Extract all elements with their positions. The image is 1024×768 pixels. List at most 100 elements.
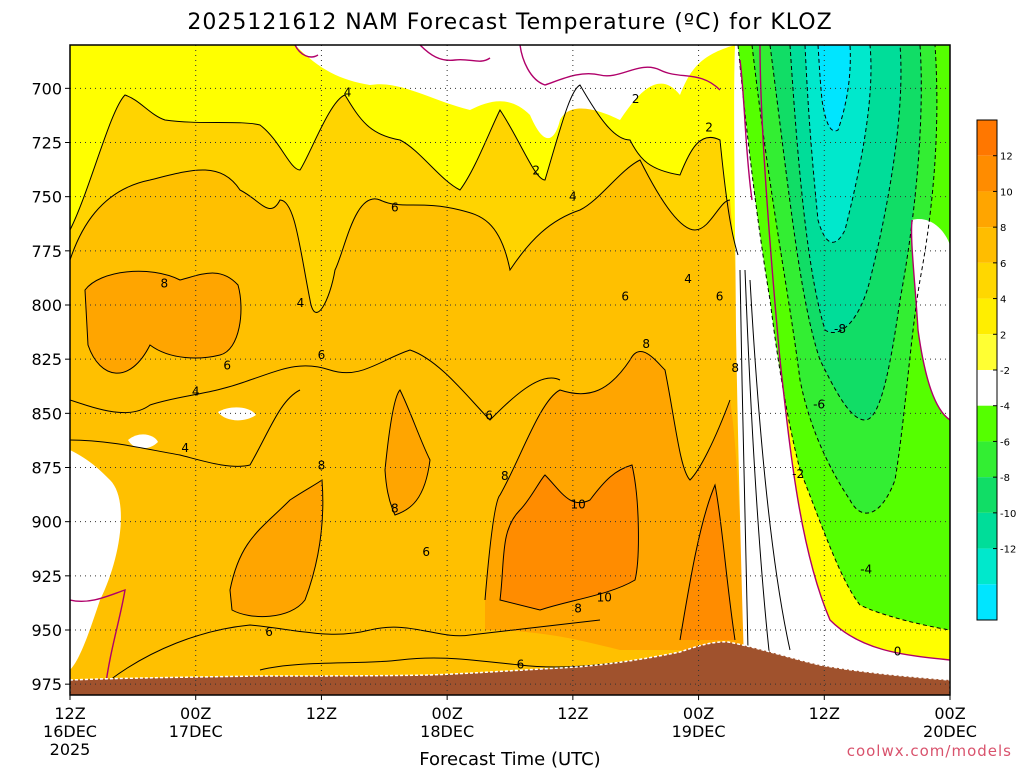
x-tick-label: 00Z [683, 704, 714, 723]
white-patch-right [911, 219, 950, 420]
colorbar-swatch [977, 298, 997, 335]
colorbar-swatch [977, 477, 997, 513]
colorbar-swatch [977, 441, 997, 478]
colorbar-swatch [977, 512, 997, 549]
contour-label: 6 [621, 289, 629, 303]
x-tick-label: 00Z [934, 704, 965, 723]
colorbar-swatch [977, 405, 997, 442]
y-tick-label: 850 [31, 404, 62, 423]
white-band-front [734, 45, 950, 695]
warm-region-10 [500, 465, 639, 610]
y-tick-label: 750 [31, 188, 62, 207]
colorbar-label: 2 [1000, 330, 1006, 341]
x-tick-year: 2025 [50, 740, 91, 759]
y-tick-label: 775 [31, 242, 62, 261]
y-tick-label: 700 [31, 79, 62, 98]
contour-label: 4 [192, 385, 200, 399]
contour-label: 8 [391, 502, 399, 516]
colorbar-label: -2 [1000, 366, 1010, 377]
contour-label: 6 [716, 289, 724, 303]
plot-area: 8 4 2 2 2 4 6 4 6 6 4 6 4 6 8 8 -8 -6 2 4 6 8 8 -2 8 10 6 -4 10 8 6 6 0 [70, 45, 970, 695]
contour-labels: 8 4 2 2 2 4 6 4 6 6 4 6 4 6 8 8 -8 -6 2 4 6 8 8 -2 8 10 6 -4 10 8 6 6 0 [160, 86, 970, 672]
warm-region-8c [385, 390, 430, 515]
cold-region-minus12 [818, 45, 851, 131]
colorbar-swatch [977, 191, 997, 228]
x-tick-label: 12Z [54, 704, 85, 723]
colorbar-label: -4 [1000, 402, 1010, 413]
plot-frame [69, 44, 951, 696]
x-tick-label: 12Z [809, 704, 840, 723]
y-tick-label: 925 [31, 567, 62, 586]
contour-label: -4 [860, 562, 872, 576]
contour-label: 4 [344, 86, 352, 100]
y-tick-label: 950 [31, 621, 62, 640]
contour-label: 2 [705, 120, 713, 134]
contour-label: 2 [532, 164, 540, 178]
contour-label: 8 [501, 469, 509, 483]
credit-label: coolwx.com/models [847, 742, 1012, 760]
white-island-1 [128, 434, 158, 449]
contour-label: 6 [485, 409, 493, 423]
colorbar-label: 10 [1000, 187, 1013, 198]
x-tick-label: 12Z [557, 704, 588, 723]
colorbar-label: -8 [1000, 473, 1010, 484]
contour-label: 4 [684, 272, 692, 286]
x-tick-date: 20DEC [923, 722, 977, 741]
x-tick-date: 18DEC [420, 722, 474, 741]
colorbar-swatch [977, 548, 997, 585]
terrain [70, 641, 950, 695]
contour-label: 6 [265, 625, 273, 639]
grid [70, 45, 950, 695]
contour-lines-negative [737, 45, 950, 631]
colorbar-label: -12 [1000, 545, 1016, 556]
y-tick-label: 900 [31, 513, 62, 532]
y-tick-label: 725 [31, 134, 62, 153]
contour-label: 8 [642, 337, 650, 351]
contour-label: -6 [813, 398, 825, 412]
contour-label: 6 [223, 359, 231, 373]
contour-label: 4 [181, 441, 189, 455]
contour-label: 2 [632, 92, 640, 106]
white-island-2 [218, 407, 256, 421]
contour-label: 6 [422, 545, 430, 559]
colorbar-swatch [977, 370, 997, 406]
colorbar-label: -10 [1000, 509, 1016, 520]
colorbar-label: 6 [1000, 259, 1006, 270]
chart-title: 2025121612 NAM Forecast Temperature (ºC)… [187, 10, 832, 35]
zero-isotherm [70, 45, 950, 691]
x-tick-label: 00Z [180, 704, 211, 723]
colorbar-swatch [977, 155, 997, 192]
contour-label: 8 [574, 601, 582, 615]
contour-label: 6 [318, 348, 326, 362]
warm-region-10b [680, 485, 735, 640]
contour-label: -2 [792, 467, 804, 481]
colorbar-swatch [977, 120, 997, 156]
y-tick-label: 825 [31, 350, 62, 369]
y-tick-label: 800 [31, 296, 62, 315]
y-tick-label: 875 [31, 459, 62, 478]
contour-label: 6 [517, 658, 525, 672]
white-region-top [295, 45, 735, 139]
colorbar: 12 10 8 6 4 2 -2 -4 -6 -8 -10 -12 [976, 119, 1016, 621]
contour-label: 4 [297, 296, 305, 310]
y-axis: 700 725 750 775 800 825 850 875 900 925 950 975 [31, 79, 70, 694]
contour-label: 2 [962, 396, 970, 410]
colorbar-swatch [977, 262, 997, 299]
colorbar-label: 8 [1000, 223, 1006, 234]
y-tick-label: 975 [31, 675, 62, 694]
x-axis-label: Forecast Time (UTC) [419, 749, 600, 768]
x-tick-date: 19DEC [672, 722, 726, 741]
colorbar-label: 4 [1000, 295, 1006, 306]
x-tick-label: 12Z [306, 704, 337, 723]
x-tick-date: 17DEC [169, 722, 223, 741]
colorbar-swatch [977, 584, 997, 620]
contour-label: 10 [570, 497, 585, 511]
warm-region-8 [85, 271, 241, 374]
contour-label: 6 [391, 201, 399, 215]
colorbar-label: -6 [1000, 437, 1010, 448]
x-tick-label: 00Z [431, 704, 462, 723]
contour-label: 0 [894, 645, 902, 659]
contour-lines [70, 84, 791, 681]
warm-region-8b [230, 480, 323, 617]
